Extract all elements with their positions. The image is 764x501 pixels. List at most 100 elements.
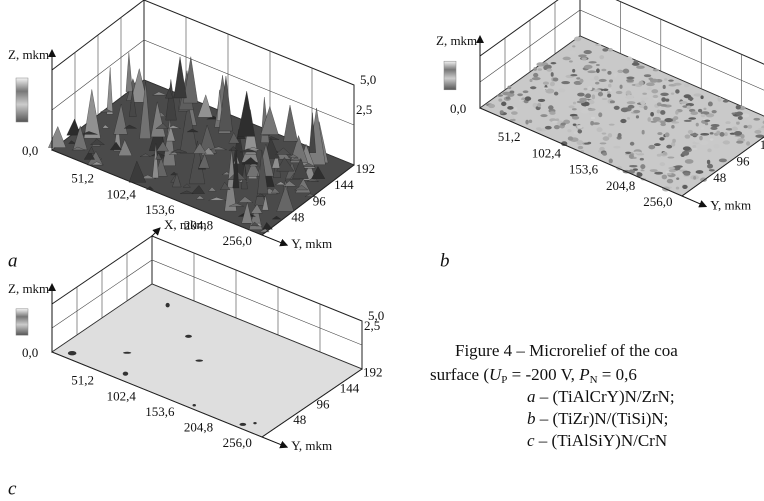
y-tick-label: 144 bbox=[334, 177, 354, 192]
relief-spot bbox=[676, 177, 679, 180]
relief-spot bbox=[599, 79, 607, 82]
relief-spot bbox=[599, 147, 604, 151]
relief-spot bbox=[668, 80, 674, 82]
relief-spot bbox=[607, 71, 611, 75]
relief-spot bbox=[753, 118, 760, 121]
relief-spot bbox=[711, 124, 720, 127]
relief-spot bbox=[529, 120, 533, 123]
x-tick-label: 256,0 bbox=[643, 194, 672, 209]
relief-spot bbox=[584, 88, 588, 90]
relief-spot bbox=[608, 48, 613, 52]
relief-spot bbox=[530, 79, 533, 82]
relief-spot bbox=[692, 145, 696, 148]
relief-spot bbox=[675, 89, 679, 93]
relief-spot bbox=[629, 165, 637, 167]
relief-spot bbox=[549, 111, 555, 115]
colorbar bbox=[16, 78, 28, 122]
y-tick-label: 144 bbox=[760, 137, 764, 152]
relief-spot bbox=[719, 132, 724, 137]
relief-spot bbox=[525, 96, 531, 101]
relief-spot bbox=[736, 111, 743, 115]
relief-spot bbox=[694, 93, 702, 96]
y-axis bbox=[262, 235, 287, 245]
x-tick-label: 204,8 bbox=[606, 178, 635, 193]
relief-spot bbox=[602, 48, 608, 51]
relief-spot bbox=[596, 64, 600, 66]
relief-spot bbox=[673, 83, 682, 86]
y-tick-label: 48 bbox=[713, 170, 726, 185]
x-tick-label: 51,2 bbox=[71, 171, 94, 186]
surface bbox=[52, 284, 362, 437]
caption-text: surface ( bbox=[430, 365, 489, 384]
relief-spot bbox=[558, 88, 565, 92]
relief-spot bbox=[692, 148, 697, 150]
relief-spot bbox=[544, 65, 552, 70]
relief-spot bbox=[613, 146, 620, 149]
relief-spot bbox=[696, 123, 699, 127]
relief-spot bbox=[601, 69, 606, 72]
relief-spot bbox=[616, 91, 623, 94]
caption-text: = 0,6 bbox=[598, 365, 637, 384]
relief-spot bbox=[537, 103, 541, 107]
relief-spot bbox=[578, 54, 587, 57]
relief-spot bbox=[608, 84, 611, 88]
relief-spot bbox=[732, 127, 738, 131]
relief-spot bbox=[632, 152, 641, 154]
relief-spot bbox=[577, 93, 584, 97]
relief-spot bbox=[724, 132, 728, 136]
z-axis-label: Z, mkm bbox=[436, 33, 477, 48]
relief-spot bbox=[679, 101, 688, 104]
relief-spot bbox=[705, 123, 708, 126]
relief-spot bbox=[595, 44, 601, 46]
relief-spot bbox=[666, 145, 672, 149]
relief-spot bbox=[627, 57, 633, 61]
relief-spot bbox=[640, 158, 644, 161]
relief-spot bbox=[510, 116, 514, 120]
relief-spot bbox=[640, 164, 645, 169]
z-tick-label: 2,5 bbox=[356, 102, 372, 117]
relief-spot bbox=[551, 62, 557, 64]
relief-spot bbox=[590, 121, 594, 125]
relief-spot bbox=[589, 112, 597, 115]
y-tick-label: 96 bbox=[313, 193, 327, 208]
relief-spot bbox=[744, 125, 748, 128]
relief-spot bbox=[639, 81, 644, 86]
caption-symbol: P bbox=[578, 365, 589, 384]
relief-spot bbox=[584, 65, 593, 69]
relief-spot bbox=[569, 60, 573, 62]
relief-spot bbox=[599, 55, 604, 59]
relief-peak bbox=[126, 52, 133, 91]
caption-text: = -200 V, bbox=[507, 365, 579, 384]
relief-spot bbox=[653, 69, 659, 72]
relief-spot bbox=[653, 95, 659, 98]
relief-spot bbox=[497, 94, 503, 96]
relief-spot bbox=[538, 129, 542, 131]
y-tick-label: 96 bbox=[737, 153, 751, 168]
relief-spot bbox=[648, 77, 652, 80]
relief-peak bbox=[107, 67, 113, 114]
relief-spot bbox=[654, 172, 663, 175]
relief-spot bbox=[747, 125, 752, 129]
panel-label: c bbox=[8, 478, 17, 499]
x-tick-label: 102,4 bbox=[107, 388, 137, 403]
z-tick-label: 5,0 bbox=[360, 72, 376, 87]
relief-spot bbox=[688, 117, 696, 120]
relief-spot bbox=[682, 185, 687, 189]
relief-spot bbox=[725, 124, 732, 129]
x-tick-label: 102,4 bbox=[107, 186, 137, 201]
relief-spot bbox=[627, 117, 630, 120]
colorbar bbox=[16, 309, 28, 335]
caption: Figure 4 – Microrelief of the coa surfac… bbox=[430, 341, 678, 450]
caption-item-text: – (TiAlCrY)N/ZrN; bbox=[536, 387, 675, 406]
relief-spot bbox=[632, 62, 640, 66]
figure: Figure 4 – Microrelief of the coa surfac… bbox=[0, 0, 764, 501]
relief-spot bbox=[603, 136, 610, 141]
relief-spot bbox=[598, 112, 602, 117]
relief-spot bbox=[581, 57, 587, 60]
relief-spot bbox=[567, 129, 571, 132]
relief-spot bbox=[685, 135, 691, 139]
relief-spot bbox=[685, 159, 694, 164]
z-tick-label: 0,0 bbox=[22, 143, 38, 158]
relief-spot bbox=[577, 101, 585, 104]
relief-spot bbox=[701, 133, 708, 135]
